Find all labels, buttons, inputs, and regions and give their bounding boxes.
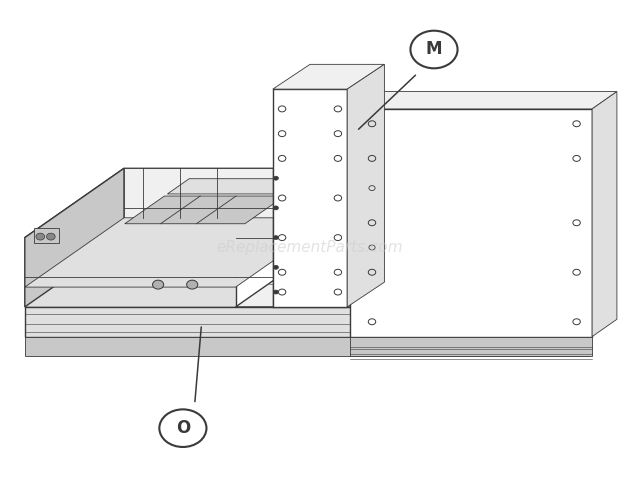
Polygon shape bbox=[125, 196, 285, 224]
Polygon shape bbox=[273, 89, 347, 307]
Circle shape bbox=[273, 176, 278, 180]
Circle shape bbox=[46, 233, 55, 240]
Polygon shape bbox=[25, 337, 589, 356]
Circle shape bbox=[410, 31, 458, 68]
Text: M: M bbox=[426, 41, 442, 58]
Circle shape bbox=[273, 290, 278, 294]
Circle shape bbox=[153, 280, 164, 289]
Polygon shape bbox=[25, 168, 335, 238]
Polygon shape bbox=[350, 92, 617, 109]
Circle shape bbox=[159, 409, 206, 447]
Circle shape bbox=[187, 280, 198, 289]
Text: O: O bbox=[176, 419, 190, 437]
Polygon shape bbox=[592, 92, 617, 337]
Polygon shape bbox=[34, 228, 59, 243]
Polygon shape bbox=[25, 307, 589, 337]
Polygon shape bbox=[347, 64, 384, 307]
Polygon shape bbox=[273, 64, 384, 89]
Polygon shape bbox=[25, 168, 124, 307]
Polygon shape bbox=[25, 218, 335, 287]
Circle shape bbox=[273, 236, 278, 240]
Polygon shape bbox=[113, 175, 321, 227]
Circle shape bbox=[273, 206, 278, 210]
Polygon shape bbox=[167, 179, 309, 194]
Polygon shape bbox=[124, 168, 335, 238]
Circle shape bbox=[36, 233, 45, 240]
Polygon shape bbox=[350, 337, 592, 356]
Polygon shape bbox=[350, 109, 592, 337]
Polygon shape bbox=[25, 238, 236, 307]
Circle shape bbox=[273, 265, 278, 269]
Text: eReplacementParts.com: eReplacementParts.com bbox=[216, 240, 404, 255]
Polygon shape bbox=[236, 238, 589, 307]
